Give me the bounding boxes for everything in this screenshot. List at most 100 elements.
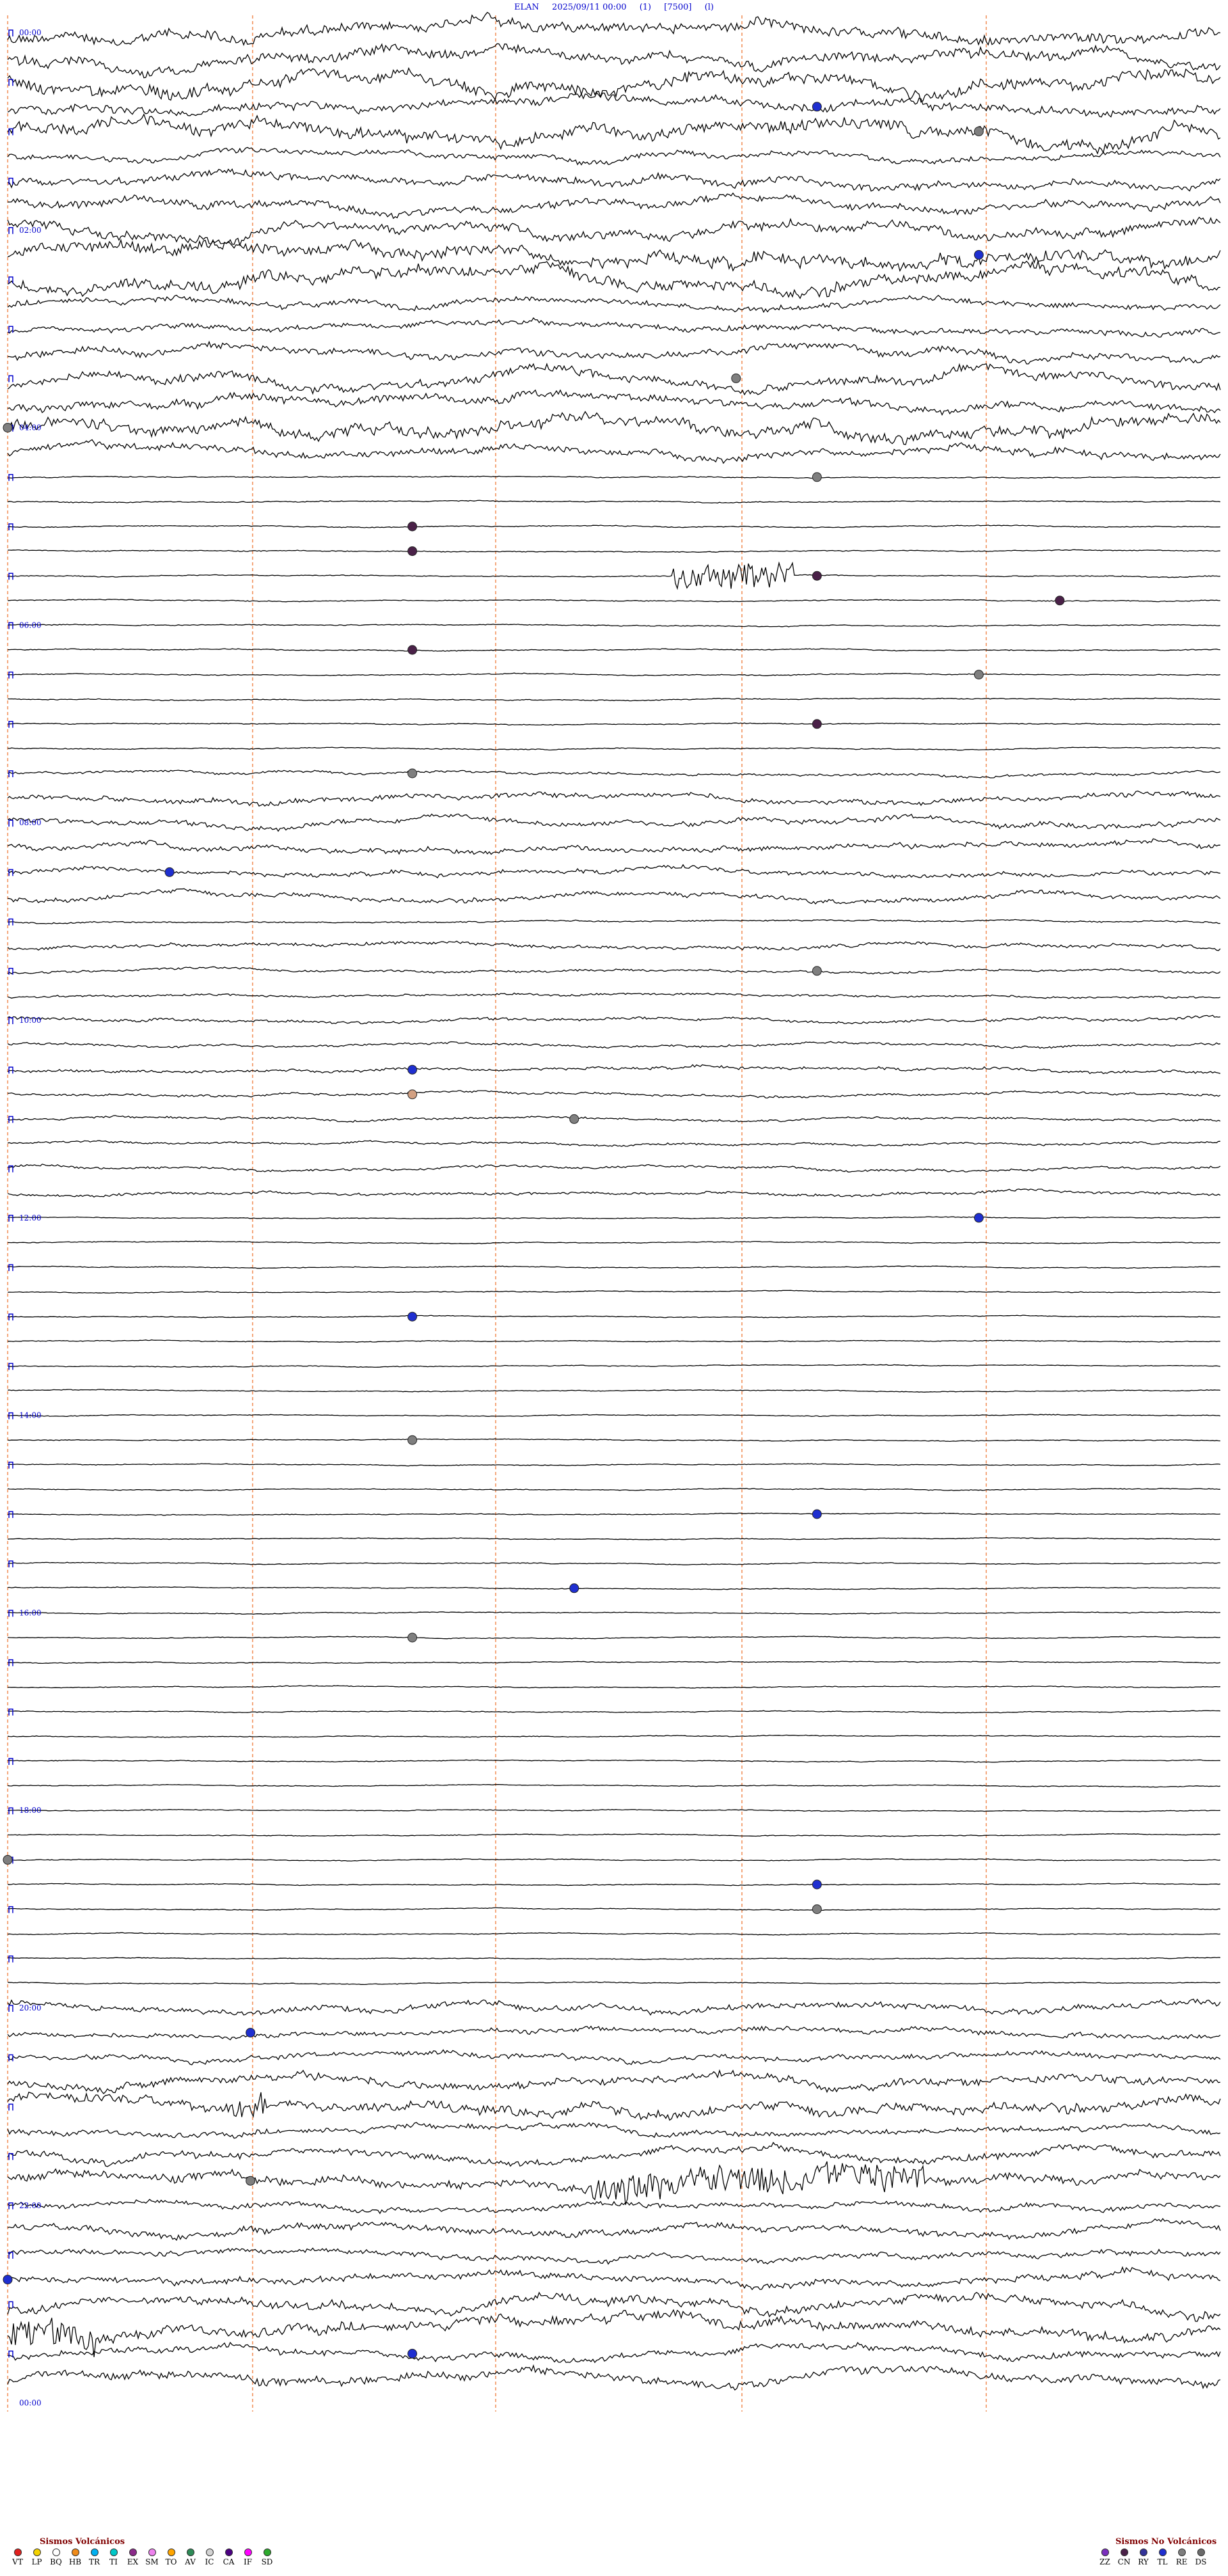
seismic-trace (7, 2266, 1221, 2291)
seismic-trace (7, 966, 1221, 975)
seismic-trace (7, 439, 1221, 464)
row-marker (8, 1363, 13, 1370)
hour-label: 18:00 (19, 1806, 42, 1815)
row-marker (8, 1511, 13, 1518)
row-marker (8, 2301, 13, 2309)
seismic-trace (7, 722, 1221, 726)
legend-swatch-icon (244, 2548, 252, 2556)
legend-volcanic-item: SM (143, 2548, 161, 2566)
hour-label: 12:00 (19, 1213, 42, 1222)
row-marker (8, 1066, 13, 1074)
legend-label: LP (31, 2557, 42, 2566)
event-marker (3, 423, 13, 433)
row-marker (8, 573, 13, 580)
seismic-trace (7, 2069, 1221, 2094)
legend-volcanic-item: TI (105, 2548, 122, 2566)
legend-volcanic-item: AV (182, 2548, 199, 2566)
seismic-trace (7, 146, 1221, 166)
seismic-trace (7, 1364, 1221, 1368)
legend-label: TI (109, 2557, 118, 2566)
seismic-trace (7, 525, 1221, 528)
seismic-trace (7, 1438, 1221, 1442)
seismic-trace (7, 992, 1221, 999)
seismic-trace (7, 813, 1221, 832)
seismic-trace (7, 1734, 1220, 1738)
legend-nonvolcanic-item: RY (1135, 2548, 1152, 2566)
row-marker (8, 29, 13, 36)
row-marker (8, 2054, 13, 2062)
seismic-trace (7, 2218, 1221, 2241)
seismic-trace (7, 1907, 1221, 1911)
seismic-trace (7, 2199, 1221, 2215)
seismic-trace (7, 1216, 1221, 1220)
legend-volcanic-item: IF (239, 2548, 256, 2566)
seismic-trace (7, 500, 1221, 504)
seismic-trace (7, 697, 1221, 702)
seismic-trace (7, 67, 1221, 103)
seismic-trace (7, 2122, 1221, 2139)
row-marker (8, 1956, 13, 1963)
seismic-trace (7, 2091, 1221, 2121)
seismic-trace (7, 1189, 1221, 1198)
seismic-trace (7, 1537, 1221, 1540)
row-marker (8, 968, 13, 975)
hour-label: 22:00 (19, 2201, 42, 2210)
row-marker (8, 2252, 13, 2259)
seismic-trace (7, 1290, 1221, 1294)
hour-label: 16:00 (19, 1608, 42, 1617)
legend-label: ZZ (1099, 2557, 1110, 2566)
event-marker (812, 1904, 822, 1915)
row-marker (8, 2350, 13, 2358)
row-marker (8, 276, 13, 283)
row-marker (8, 918, 13, 926)
legend-swatch-icon (129, 2548, 137, 2556)
hour-label: 20:00 (19, 2003, 42, 2012)
seismic-trace (8, 549, 1220, 553)
legend-label: TO (165, 2557, 177, 2566)
seismic-trace (7, 672, 1221, 677)
seismic-trace (7, 1164, 1221, 1173)
event-marker (973, 1213, 984, 1223)
event-marker (407, 1064, 418, 1075)
legend-swatch-icon (90, 2548, 98, 2556)
row-marker (8, 227, 13, 234)
helicorder-plot: 00:00 02:00 04:00 06:00 08:00 10:00 12:00 14:00… (3, 12, 1221, 2412)
seismic-trace (7, 317, 1221, 338)
legend-label: EX (127, 2557, 139, 2566)
legend-label: CN (1117, 2557, 1131, 2566)
legend-swatch-icon (33, 2548, 41, 2556)
legend-swatch-icon (167, 2548, 175, 2556)
event-marker (812, 472, 822, 482)
legend-volcanic-item: SD (258, 2548, 276, 2566)
seismic-trace (8, 1240, 1221, 1245)
row-marker (8, 375, 13, 383)
row-marker (8, 1758, 13, 1765)
event-marker (407, 768, 418, 778)
seismic-trace (7, 1064, 1221, 1075)
row-marker (8, 2153, 13, 2160)
seismic-trace (8, 1957, 1221, 1961)
seismic-trace (8, 561, 1221, 590)
seismic-trace (7, 1710, 1221, 1714)
seismic-trace (7, 1015, 1221, 1025)
legend-label: TR (88, 2557, 100, 2566)
legend-swatch-icon (52, 2548, 60, 2556)
seismic-trace (8, 1685, 1221, 1689)
seismic-trace (7, 1041, 1221, 1049)
seismic-trace (7, 2025, 1221, 2041)
hour-label: 00:00 (19, 28, 42, 37)
row-marker (8, 1560, 13, 1568)
legend-swatch-icon (13, 2548, 22, 2556)
seismic-trace (7, 864, 1221, 879)
seismic-trace (7, 1808, 1221, 1812)
legend-label: SM (145, 2557, 159, 2566)
legend-volcanic-item: BQ (47, 2548, 65, 2566)
row-marker (8, 770, 13, 777)
hour-label: 02:00 (19, 226, 42, 235)
seismic-trace (7, 2364, 1221, 2391)
row-marker (8, 2103, 13, 2111)
event-marker (246, 2176, 256, 2186)
legend-volcanic-item: LP (28, 2548, 45, 2566)
legend-volcanic-item: EX (124, 2548, 141, 2566)
seismic-trace (7, 2049, 1221, 2066)
